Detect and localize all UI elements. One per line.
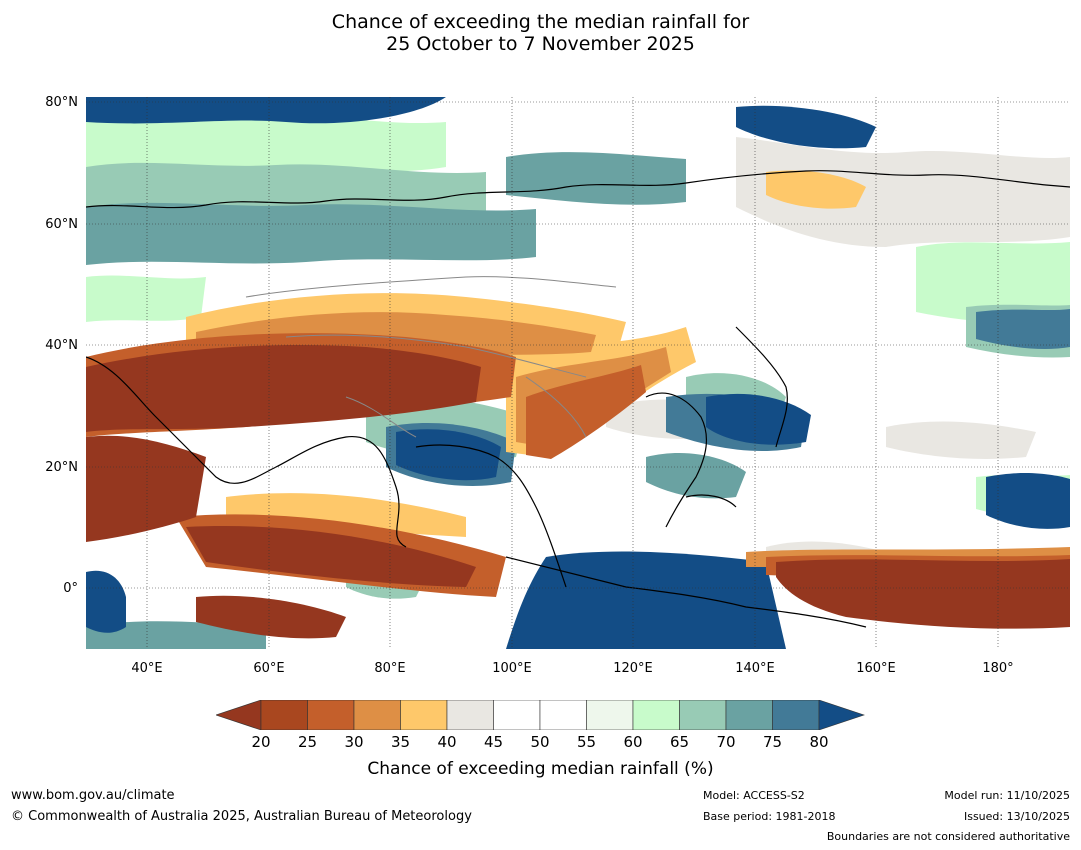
colorbar-extend-low	[215, 699, 262, 731]
lon-label-40e: 40°E	[131, 661, 163, 676]
colorbar-tick-label: 40	[437, 733, 457, 751]
website-link[interactable]: www.bom.gov.au/climate	[11, 788, 175, 803]
colorbar-tick-label: 30	[344, 733, 364, 751]
colorbar-cell	[260, 699, 308, 731]
model-run-text: Model run: 11/10/2025	[944, 789, 1070, 802]
colorbar-tick-label: 70	[716, 733, 736, 751]
colorbar-tick-label: 80	[809, 733, 829, 751]
map-title-line1: Chance of exceeding the median rainfall …	[331, 11, 750, 33]
colorbar-cell	[632, 699, 680, 731]
colorbar-tick-label: 25	[297, 733, 318, 751]
colorbar-tick-label: 65	[669, 733, 690, 751]
lat-label-80n: 80°N	[45, 95, 78, 110]
colorbar-cell	[307, 699, 355, 731]
lat-label-20n: 20°N	[45, 460, 78, 475]
colorbar	[215, 699, 866, 734]
colorbar-label: Chance of exceeding median rainfall (%)	[367, 759, 714, 779]
copyright-text: © Commonwealth of Australia 2025, Austra…	[11, 809, 472, 824]
colorbar-cell	[586, 699, 634, 731]
colorbar-cell	[446, 699, 494, 731]
lon-label-80e: 80°E	[374, 661, 406, 676]
colorbar-tick-label: 35	[390, 733, 411, 751]
lat-label-0: 0°	[63, 581, 78, 596]
model-text: Model: ACCESS-S2	[703, 789, 805, 802]
colorbar-cell	[679, 699, 727, 731]
lon-label-140e: 140°E	[735, 661, 775, 676]
colorbar-cell	[353, 699, 401, 731]
colorbar-extend-high	[818, 699, 865, 731]
lon-label-100e: 100°E	[492, 661, 532, 676]
base-period-text: Base period: 1981-2018	[703, 810, 836, 823]
colorbar-tick-label: 50	[530, 733, 550, 751]
lon-label-60e: 60°E	[253, 661, 285, 676]
colorbar-tick-label: 20	[251, 733, 271, 751]
lon-label-180: 180°	[982, 661, 1014, 676]
lat-label-60n: 60°N	[45, 217, 78, 232]
colorbar-tick-label: 75	[762, 733, 783, 751]
colorbar-cell	[725, 699, 773, 731]
map-title-line2: 25 October to 7 November 2025	[386, 33, 695, 55]
issued-text: Issued: 13/10/2025	[963, 810, 1070, 823]
lon-label-160e: 160°E	[856, 661, 896, 676]
colorbar-cell	[400, 699, 448, 731]
disclaimer-text: Boundaries are not considered authoritat…	[826, 830, 1070, 843]
colorbar-tick-label: 45	[483, 733, 504, 751]
colorbar-tick-label: 60	[623, 733, 643, 751]
rainfall-probability-map	[86, 97, 1070, 649]
colorbar-cell	[539, 699, 587, 731]
lat-label-40n: 40°N	[45, 338, 78, 353]
colorbar-tick-label: 55	[576, 733, 597, 751]
colorbar-cell	[493, 699, 541, 731]
colorbar-cell	[772, 699, 820, 731]
lon-label-120e: 120°E	[613, 661, 653, 676]
